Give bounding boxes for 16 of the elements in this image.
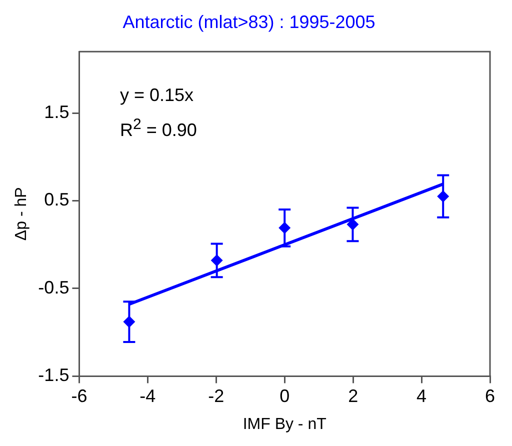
- chart-title: Antarctic (mlat>83) : 1995-2005: [122, 12, 376, 32]
- annotation: R$^{2}$ = 0.90: [120, 115, 197, 142]
- x-tick-label: -6: [71, 386, 88, 406]
- annotation: y = 0.15x: [120, 84, 195, 107]
- x-tick-label: -4: [140, 386, 156, 406]
- x-tick-label: 4: [416, 386, 427, 406]
- y-tick-label: 1.5: [44, 102, 70, 122]
- x-tick-label: 2: [348, 386, 358, 406]
- y-tick-label: -1.5: [38, 365, 70, 386]
- y-axis-title: Δp - hP: [13, 187, 30, 241]
- x-tick-label: -2: [208, 386, 224, 406]
- x-axis-title: IMF By - nT: [242, 416, 327, 433]
- x-tick-label: 6: [484, 386, 496, 406]
- y-tick-label: -0.5: [38, 277, 70, 298]
- y-tick-label: 0.5: [44, 190, 70, 210]
- x-tick-label: 0: [280, 386, 290, 406]
